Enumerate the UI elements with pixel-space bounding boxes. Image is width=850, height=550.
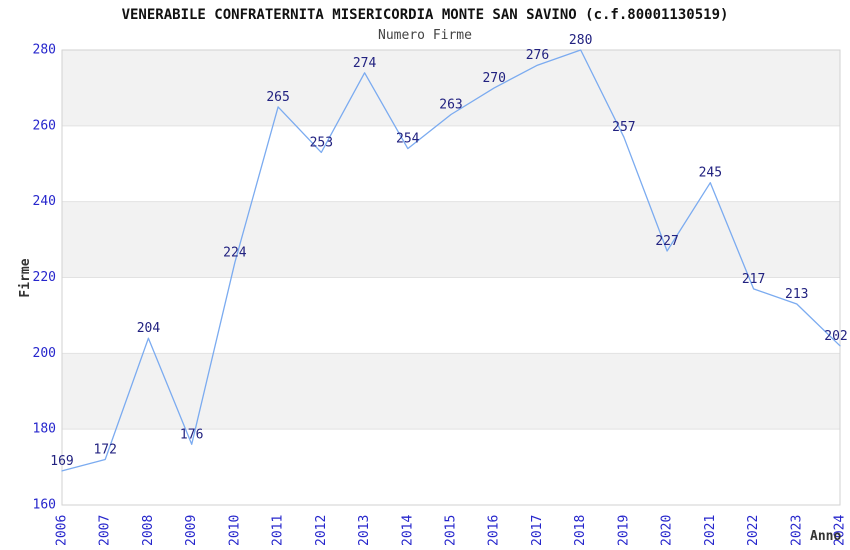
x-tick-label: 2016 [487,515,502,546]
point-label: 172 [93,443,116,458]
point-label: 270 [482,71,505,86]
y-tick-label: 220 [33,270,56,285]
x-tick-label: 2022 [746,515,761,546]
data-line [61,49,841,472]
plot-band [62,353,840,430]
chart-title: VENERABILE CONFRATERNITA MISERICORDIA MO… [121,7,729,23]
y-tick-label: 280 [33,43,56,58]
x-tick-label: 2011 [271,515,286,546]
point-label: 204 [137,321,161,336]
y-tick-label: 160 [33,498,56,513]
plot-border [61,49,841,506]
x-tick-label: 2006 [55,515,70,546]
point-label: 276 [526,48,549,63]
x-tick-label: 2012 [314,515,329,546]
x-tick-label: 2023 [789,515,804,546]
x-tick-label: 2010 [227,515,242,546]
plot-band [62,201,840,278]
x-tick-label: 2013 [357,515,372,546]
x-tick-label: 2020 [660,515,675,546]
y-tick-label: 260 [33,118,56,133]
y-tick-label: 180 [33,422,56,437]
point-label: 254 [396,132,420,147]
point-label: 245 [699,166,722,181]
x-tick-label: 2015 [444,515,459,546]
x-tick-label: 2024 [833,515,848,546]
point-label: 176 [180,427,203,442]
point-label: 265 [266,90,289,105]
point-label: 257 [612,120,635,135]
point-label: 274 [353,56,377,71]
point-label: 280 [569,33,592,48]
point-label: 263 [439,97,462,112]
x-tick-label: 2018 [573,515,588,546]
point-label: 253 [310,135,333,150]
x-tick-label: 2021 [703,515,718,546]
y-tick-label: 200 [33,346,56,361]
chart-subtitle: Numero Firme [378,28,472,43]
x-tick-label: 2019 [616,515,631,546]
x-axis-label: Anno [810,529,842,544]
plot-band [62,50,840,126]
point-label: 217 [742,272,765,287]
x-tick-label: 2017 [530,515,545,546]
x-tick-label: 2009 [184,515,199,546]
x-tick-label: 2008 [141,515,156,546]
point-label: 213 [785,287,808,302]
y-tick-label: 240 [33,194,56,209]
point-label: 169 [50,454,73,469]
y-axis-label: Firme [18,258,33,298]
x-tick-label: 2014 [400,515,415,546]
point-label: 224 [223,245,247,260]
x-tick-label: 2007 [98,515,113,546]
point-label: 202 [824,329,847,344]
point-label: 227 [655,234,678,249]
